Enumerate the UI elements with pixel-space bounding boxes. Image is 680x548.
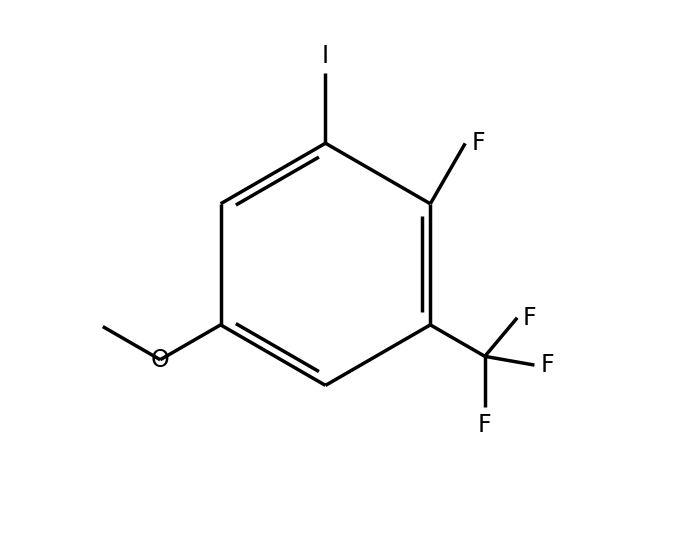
Text: F: F (478, 413, 492, 437)
Text: O: O (151, 348, 169, 372)
Text: F: F (472, 132, 486, 156)
Text: I: I (322, 44, 329, 67)
Text: F: F (523, 306, 537, 330)
Text: F: F (541, 353, 554, 377)
